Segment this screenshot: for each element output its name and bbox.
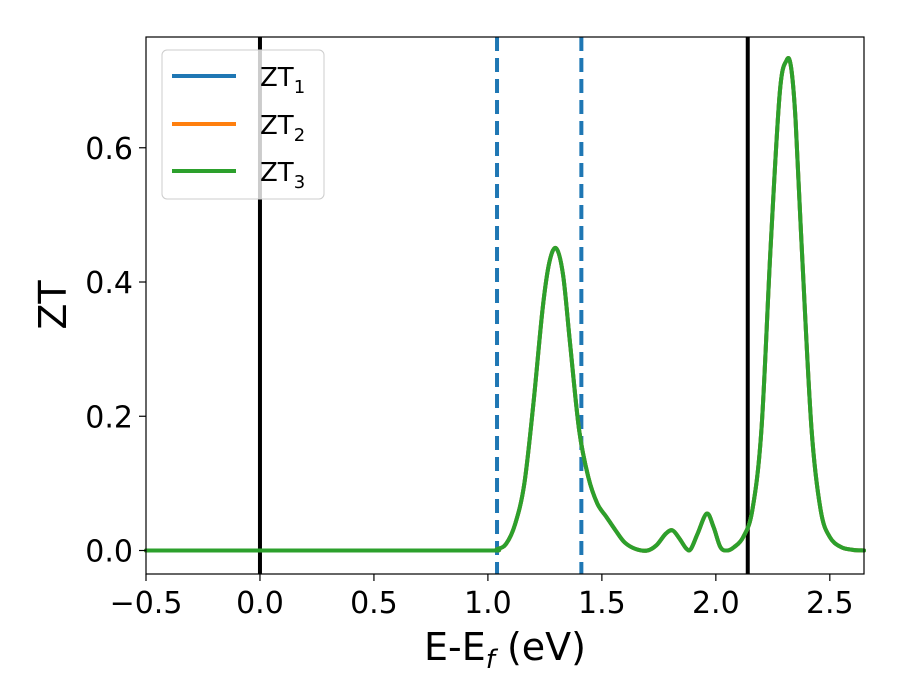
x-axis-title-unit: (eV): [495, 625, 586, 669]
x-tick-label: 0.5: [350, 586, 398, 621]
legend-box: [161, 49, 325, 200]
y-tick-label: 0.2: [85, 400, 133, 435]
axis-ticks: −0.5 0.0 0.5 1.0 1.5 2.0 2.5 0.0 0.2 0.4 0.6: [85, 132, 853, 621]
legend-label-3: ZT3: [260, 158, 305, 193]
x-tick-label: 1.0: [464, 586, 512, 621]
x-axis-title: E-Ef (eV): [424, 625, 586, 675]
series-line-3: [144, 55, 866, 553]
plot-area: [144, 37, 866, 574]
y-axis-title: ZT: [31, 280, 75, 330]
x-tick-label: 2.5: [806, 586, 854, 621]
x-tick-label: −0.5: [110, 586, 183, 621]
y-tick-label: 0.6: [85, 132, 133, 167]
x-axis-title-main: E-E: [424, 625, 486, 669]
legend: ZT1 ZT2 ZT3: [161, 49, 325, 200]
y-tick-label: 0.4: [85, 266, 133, 301]
y-tick-label: 0.0: [85, 535, 133, 570]
x-tick-label: 0.0: [236, 586, 284, 621]
legend-label-2: ZT2: [260, 111, 305, 146]
x-tick-label: 2.0: [692, 586, 740, 621]
x-tick-label: 1.5: [578, 586, 626, 621]
plot-frame: [145, 36, 865, 575]
legend-label-1: ZT1: [260, 63, 305, 98]
